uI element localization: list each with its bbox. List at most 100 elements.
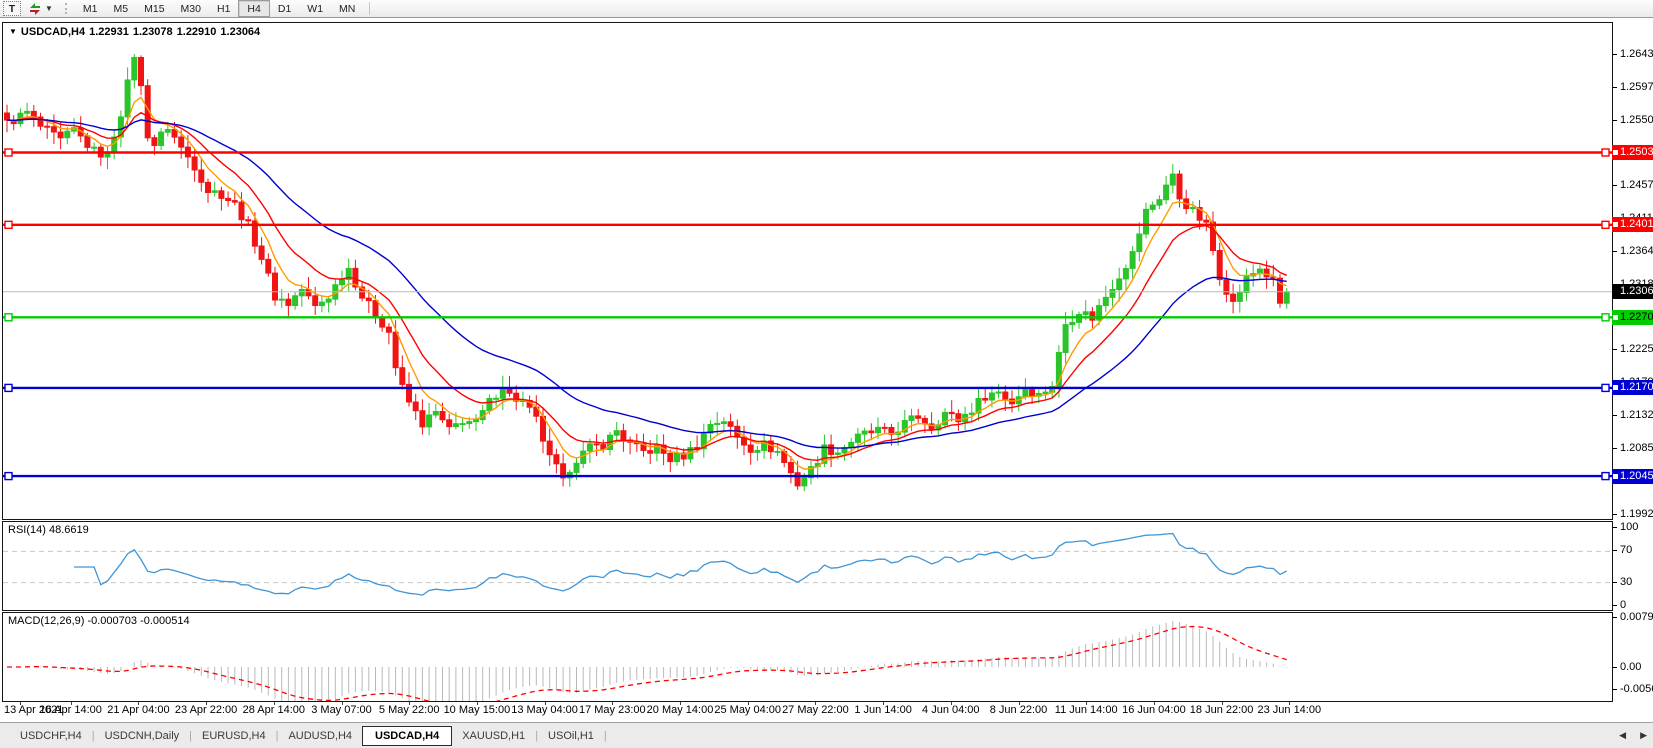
- level-price-tag-1.24013[interactable]: 1.24013: [1612, 217, 1653, 233]
- chevron-down-icon[interactable]: ▼: [45, 4, 53, 13]
- level-line-right-handle[interactable]: [1601, 220, 1610, 230]
- date-tick: [273, 702, 275, 705]
- toolbar-separator: [369, 2, 371, 15]
- timeframe-button-d1[interactable]: D1: [277, 2, 292, 15]
- date-tick: [1289, 702, 1291, 705]
- macd-canvas[interactable]: [3, 613, 1612, 701]
- tab-scroll-right-icon[interactable]: ▶: [1640, 730, 1647, 740]
- level-price-tag-1.22704[interactable]: 1.22704: [1612, 309, 1653, 325]
- date-tick: [1153, 702, 1155, 705]
- text-tool-button[interactable]: T: [3, 1, 21, 16]
- tab-scroll-left-icon[interactable]: ◀: [1619, 730, 1627, 740]
- date-label-3-may-07-00: 3 May 07:00: [311, 704, 372, 716]
- price-tick-1.23640: 1.23640: [1613, 244, 1653, 258]
- date-tick: [815, 702, 817, 705]
- price-tick-1.25970: 1.25970: [1613, 80, 1653, 94]
- arrows-tool-button[interactable]: ▼: [21, 2, 60, 15]
- timeframe-button-m15[interactable]: M15: [144, 2, 165, 15]
- date-label-10-may-15-00: 10 May 15:00: [443, 704, 511, 716]
- price-tick-1.26430: 1.26430: [1613, 47, 1653, 61]
- date-label-25-may-04-00: 25 May 04:00: [714, 704, 782, 716]
- timeframe-button-h1[interactable]: H1: [216, 2, 231, 15]
- date-tick: [950, 702, 952, 705]
- date-label-18-jun-22-00: 18 Jun 22:00: [1189, 704, 1254, 716]
- date-label-16-apr-14-00: 16 Apr 14:00: [39, 704, 102, 716]
- macd-indicator-pane[interactable]: [2, 612, 1613, 702]
- level-line-right-handle[interactable]: [1601, 313, 1610, 322]
- level-line-left-handle[interactable]: [4, 471, 13, 481]
- level-line-right-handle[interactable]: [1601, 383, 1610, 393]
- symbol-dropdown-icon[interactable]: ▼: [9, 27, 17, 36]
- level-tag-notch: [1613, 149, 1618, 155]
- level-tag-notch: [1613, 314, 1618, 320]
- timeframe-button-mn[interactable]: MN: [339, 2, 356, 15]
- date-label-13-apr-2021: 13 Apr 2021: [4, 704, 64, 716]
- date-label-5-may-22-00: 5 May 22:00: [378, 704, 440, 716]
- level-line-left-handle[interactable]: [4, 313, 13, 322]
- date-tick: [206, 702, 208, 705]
- rsi-line: [74, 532, 1287, 596]
- price-tick-1.20850: 1.20850: [1613, 441, 1653, 455]
- tab-usdchf-h4[interactable]: USDCHF,H4: [20, 729, 82, 742]
- timeframe-button-h4[interactable]: H4: [238, 0, 270, 17]
- level-tag-notch: [1613, 222, 1618, 228]
- tab-xauusd-h1[interactable]: XAUUSD,H1: [462, 729, 526, 742]
- main-chart-canvas[interactable]: [3, 23, 1612, 519]
- price-chart-pane[interactable]: [2, 22, 1613, 520]
- timeframe-button-m5[interactable]: M5: [113, 2, 129, 15]
- macd-tick-0-005663: -0.005663: [1613, 682, 1653, 696]
- tab-usoil-h1[interactable]: USOil,H1: [548, 729, 594, 742]
- macd-histogram: [13, 621, 1288, 701]
- level-price-tag-1.21704[interactable]: 1.21704: [1612, 380, 1653, 396]
- tab-usdcnh-daily[interactable]: USDCNH,Daily: [104, 729, 180, 742]
- date-tick: [1221, 702, 1223, 705]
- date-tick: [612, 702, 614, 705]
- rsi-canvas[interactable]: [3, 522, 1612, 610]
- candles-down: [4, 57, 1283, 487]
- tab-separator: |: [275, 729, 279, 742]
- ma-mid-line: [6, 111, 1287, 462]
- rsi-tick-30: 30: [1613, 575, 1653, 589]
- toolbar-grip[interactable]: [64, 3, 69, 14]
- ohlc-high: 1.23078: [132, 26, 173, 38]
- level-line-right-handle[interactable]: [1601, 471, 1610, 481]
- date-label-27-may-22-00: 27 May 22:00: [782, 704, 849, 716]
- tab-separator: |: [91, 729, 95, 742]
- date-label-16-jun-04-00: 16 Jun 04:00: [1122, 704, 1186, 716]
- date-tick: [70, 702, 72, 705]
- top-toolbar: T ▼ M1 M5 M15 M30 H1 H4 D1 W1 MN: [0, 0, 1653, 18]
- tab-audusd-h4[interactable]: AUDUSD,H4: [288, 729, 353, 742]
- price-tick-1.19920: 1.19920: [1613, 507, 1653, 521]
- date-tick: [1086, 702, 1088, 705]
- date-label-4-jun-04-00: 4 Jun 04:00: [922, 704, 980, 716]
- level-line-left-handle[interactable]: [4, 148, 13, 157]
- macd-label: MACD(12,26,9) -0.000703 -0.000514: [8, 615, 190, 627]
- timeframe-button-m30[interactable]: M30: [180, 2, 201, 15]
- level-line-left-handle[interactable]: [4, 383, 13, 393]
- ohlc-open: 1.22931: [89, 26, 129, 38]
- level-tag-notch: [1613, 385, 1618, 391]
- date-label-11-jun-14-00: 11 Jun 14:00: [1054, 704, 1118, 716]
- chart-tab-bar: USDCHF,H4 | USDCNH,Daily | EURUSD,H4 | AUDUSD,…: [0, 722, 1653, 748]
- date-tick: [680, 702, 681, 705]
- level-price-tag-1.25036[interactable]: 1.25036: [1612, 144, 1653, 160]
- timeframe-button-w1[interactable]: W1: [307, 2, 324, 15]
- date-tick: [476, 702, 478, 705]
- level-price-tag-1.20456[interactable]: 1.20456: [1612, 468, 1653, 484]
- rsi-indicator-pane[interactable]: [2, 521, 1613, 611]
- date-label-21-apr-04-00: 21 Apr 04:00: [107, 704, 170, 716]
- ma-fast-line: [6, 96, 1287, 470]
- ohlc-low: 1.22910: [176, 26, 217, 38]
- level-line-right-handle[interactable]: [1601, 148, 1610, 157]
- date-label-17-may-23-00: 17 May 23:00: [578, 704, 646, 716]
- rsi-tick-70: 70: [1613, 543, 1653, 557]
- date-tick: [883, 702, 885, 705]
- level-line-left-handle[interactable]: [4, 220, 13, 230]
- tab-usdcad-h4[interactable]: USDCAD,H4: [362, 725, 453, 746]
- timeframe-button-m1[interactable]: M1: [82, 2, 98, 15]
- tab-eurusd-h4[interactable]: EURUSD,H4: [202, 729, 266, 742]
- ohlc-close: 1.23064: [220, 26, 261, 38]
- date-label-28-apr-14-00: 28 Apr 14:00: [242, 704, 305, 716]
- candle-wicks: [6, 54, 1288, 492]
